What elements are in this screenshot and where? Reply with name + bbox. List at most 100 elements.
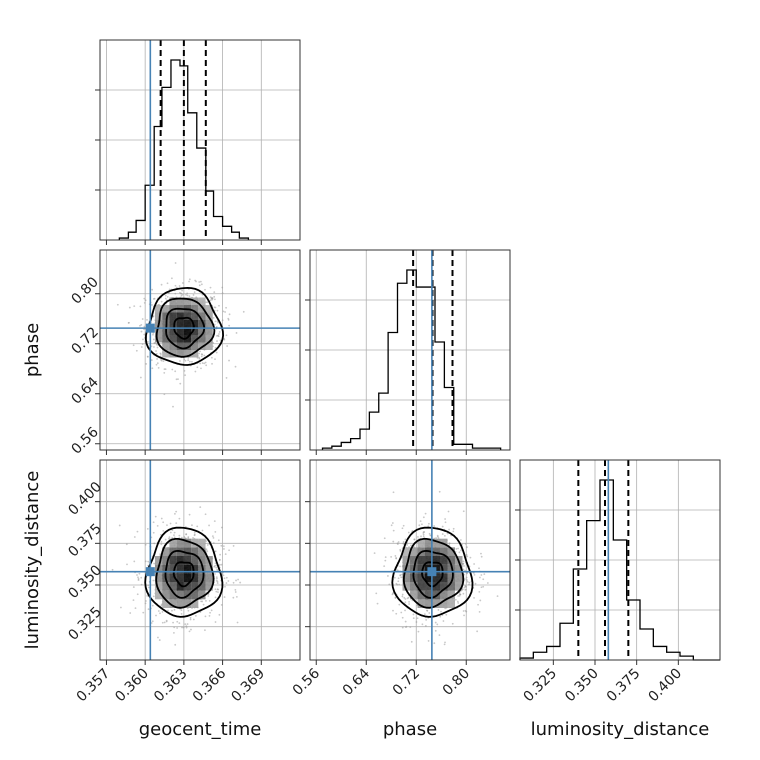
scatter-point — [401, 595, 404, 598]
scatter-point — [401, 573, 403, 576]
density-cell — [176, 599, 184, 608]
scatter-point — [216, 580, 219, 583]
scatter-point — [186, 623, 189, 625]
scatter-point — [478, 590, 481, 593]
density-cell — [455, 573, 463, 582]
scatter-point — [209, 299, 212, 302]
density-cell — [154, 305, 163, 313]
y-tick-label: 0.325 — [65, 604, 105, 644]
panel-body — [310, 460, 510, 660]
scatter-point — [163, 372, 166, 374]
density-cell — [191, 335, 199, 343]
density-cell — [410, 556, 418, 565]
scatter-point — [236, 621, 239, 624]
scatter-point — [183, 369, 186, 372]
scatter-point — [155, 352, 158, 355]
scatter-point — [390, 524, 393, 527]
scatter-point — [222, 574, 225, 577]
scatter-point — [486, 582, 489, 584]
scatter-point — [174, 262, 177, 264]
scatter-point — [141, 318, 144, 320]
scatter-point — [171, 368, 174, 371]
scatter-point — [441, 525, 444, 528]
scatter-point — [180, 294, 183, 297]
density-cell — [176, 573, 184, 582]
density-cell — [183, 342, 192, 350]
density-cell — [440, 599, 448, 608]
scatter-point — [392, 609, 394, 612]
x-tick-label: 0.64 — [340, 665, 373, 698]
scatter-point — [217, 321, 219, 324]
density-cell — [425, 538, 433, 548]
scatter-point — [203, 354, 206, 357]
density-cell — [432, 599, 440, 608]
density-cell — [162, 305, 170, 313]
scatter-point — [204, 361, 207, 364]
density-cell — [198, 327, 206, 335]
density-cell — [191, 342, 199, 350]
scatter-point — [455, 548, 458, 550]
scatter-point — [216, 582, 219, 585]
density-cell — [447, 564, 455, 574]
density-cell — [191, 312, 199, 320]
scatter-point — [189, 616, 192, 619]
density-cell — [440, 582, 448, 591]
scatter-point — [199, 280, 202, 283]
scatter-point — [460, 539, 462, 541]
scatter-point — [482, 585, 485, 588]
scatter-point — [175, 378, 178, 381]
scatter-point — [133, 536, 136, 538]
scatter-point — [228, 313, 231, 316]
scatter-point — [151, 604, 154, 607]
scatter-point — [209, 611, 211, 614]
scatter-point — [408, 603, 411, 605]
density-cell — [169, 335, 177, 343]
density-cell — [432, 556, 440, 565]
density-cell — [198, 305, 206, 313]
scatter-point — [218, 304, 220, 307]
scatter-point — [225, 576, 228, 579]
scatter-point — [465, 553, 468, 556]
hist-panel-phase — [305, 249, 511, 455]
scatter-point — [393, 576, 396, 579]
scatter-point — [133, 560, 136, 563]
scatter-point — [215, 590, 218, 593]
scatter-point — [468, 583, 470, 586]
density-cell — [169, 327, 177, 335]
scatter-point — [185, 533, 188, 536]
scatter-point — [437, 609, 440, 611]
scatter-point — [404, 620, 407, 623]
scatter-point — [160, 283, 163, 286]
scatter-point — [178, 517, 181, 520]
scatter-point — [234, 591, 237, 593]
density-cell — [205, 342, 213, 350]
panel-luminosity_distance-vs-geocent_time: 0.357 0.360 0.363 0.366 0.369 0.3250.3500.375… — [65, 459, 301, 705]
density-cell — [162, 342, 170, 350]
scatter-point — [214, 596, 217, 599]
scatter-point — [145, 363, 148, 365]
scatter-point — [144, 602, 147, 605]
scatter-point — [145, 600, 147, 602]
scatter-point — [224, 553, 227, 556]
scatter-point — [186, 292, 189, 295]
density-cell — [440, 547, 448, 556]
y-axis-label-phase: phase — [22, 323, 43, 377]
scatter-point — [458, 551, 461, 554]
scatter-point — [478, 567, 480, 570]
scatter-point — [222, 545, 225, 548]
scatter-point — [142, 611, 145, 614]
scatter-point — [188, 280, 190, 283]
scatter-point — [173, 626, 176, 629]
scatter-point — [179, 360, 181, 362]
scatter-point — [227, 580, 230, 582]
scatter-point — [185, 293, 187, 296]
scatter-point — [234, 365, 237, 368]
scatter-point — [463, 586, 466, 589]
density-cell — [455, 582, 463, 591]
scatter-point — [391, 522, 394, 524]
contour-line — [421, 561, 444, 588]
scatter-point — [140, 576, 143, 579]
scatter-point — [463, 614, 465, 617]
scatter-point — [226, 345, 229, 347]
scatter-point — [159, 352, 162, 355]
